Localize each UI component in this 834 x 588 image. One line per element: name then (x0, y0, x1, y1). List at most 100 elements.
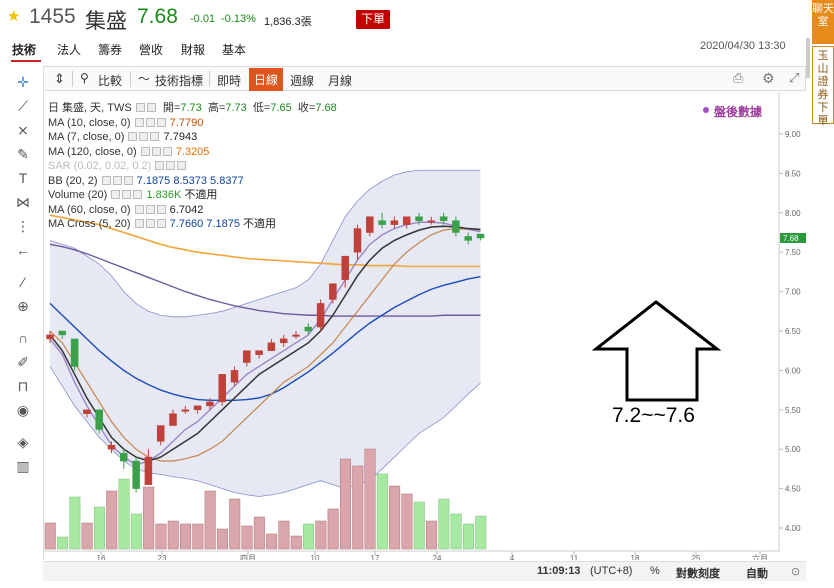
text-tool-icon[interactable]: T (18, 170, 28, 186)
legend-control-icon[interactable] (145, 219, 155, 228)
legend-control-icon[interactable] (150, 132, 160, 141)
legend-control-icon[interactable] (134, 117, 144, 127)
legend-indicator-label[interactable]: MA (120, close, 0) (48, 145, 137, 158)
back-arrow-icon[interactable]: ← (16, 242, 30, 258)
bar-style-icon[interactable]: ⇕ (54, 71, 65, 86)
legend-indicator-value: 8.5373 (170, 174, 207, 187)
time-tick-label: 11 (570, 554, 579, 560)
eye-icon[interactable]: ◉ (16, 402, 30, 418)
legend-control-icon[interactable] (134, 219, 144, 228)
legend-indicator-label[interactable]: MA (60, close, 0) (48, 203, 131, 216)
crosshair-icon[interactable]: ✛ (17, 74, 29, 90)
tab-institutional[interactable]: 法人 (57, 43, 82, 57)
tab-technical[interactable]: 技術 (12, 43, 37, 57)
candle-body (255, 350, 263, 355)
trend-line-icon[interactable]: ⟋ (18, 98, 28, 114)
legend-control-icon[interactable] (155, 161, 165, 170)
layers-icon[interactable]: ◈ (17, 434, 29, 450)
legend-hide-icon[interactable] (146, 103, 156, 112)
weekly-button[interactable]: 週線 (290, 74, 315, 88)
price-tick-label: 6.50 (785, 327, 801, 336)
legend-control-icon[interactable] (139, 132, 149, 141)
scrollbar[interactable] (806, 38, 810, 78)
footer-strip (0, 582, 834, 588)
realtime-button[interactable]: 即時 (217, 74, 242, 88)
legend-indicator-label[interactable]: Volume (20) (48, 189, 108, 201)
chart-area[interactable]: 9.00 8.50 8.00 7.50 7.00 6.50 6.00 5.50 5.00 4.50… (43, 92, 807, 563)
legend-control-icon[interactable] (140, 146, 150, 156)
legend-control-icon[interactable] (122, 190, 132, 199)
legend-indicator-label[interactable]: BB (20, 2) (48, 174, 98, 187)
lock-drawing-icon[interactable]: ✐ (17, 354, 29, 370)
broker-order-tab[interactable]: 玉山證券下單 (812, 46, 834, 127)
camera-icon[interactable]: ⎙ (733, 70, 744, 85)
candle-body (243, 350, 251, 363)
legend-control-icon[interactable] (162, 146, 172, 156)
percent-toggle[interactable]: % (650, 565, 660, 577)
legend-control-icon[interactable] (133, 190, 143, 199)
fullscreen-icon[interactable]: ⤢ (789, 70, 800, 85)
legend-indicator-label[interactable]: SAR (0.02, 0.02, 0.2) (48, 160, 152, 172)
monthly-button[interactable]: 月線 (328, 74, 353, 88)
legend-control-icon[interactable] (145, 204, 155, 214)
legend-control-icon[interactable] (156, 117, 166, 127)
compare-button[interactable]: 比較 (98, 74, 123, 88)
scroll-right-icon[interactable]: ⊙ (791, 566, 801, 578)
tab-financials[interactable]: 財報 (181, 43, 206, 57)
candle-body (439, 216, 448, 221)
compare-icon[interactable]: ⚲ (80, 71, 89, 85)
legend-settings-icon[interactable] (135, 103, 145, 112)
legend-control-icon[interactable] (101, 175, 111, 185)
price-chart[interactable]: 9.00 8.50 8.00 7.50 7.00 6.50 6.00 5.50 5.00 4.50… (44, 92, 807, 563)
order-button[interactable]: 下單 (356, 10, 390, 29)
tab-revenue[interactable]: 營收 (139, 43, 164, 57)
legend-control-icon[interactable] (123, 175, 133, 185)
settings-gear-icon[interactable]: ⚙ (762, 70, 775, 86)
zoom-in-icon[interactable]: ⊕ (17, 298, 29, 314)
candle-body (329, 283, 337, 300)
pattern-icon[interactable]: ⋈ (16, 194, 30, 210)
tab-margin[interactable]: 籌券 (98, 43, 123, 57)
legend-control-icon[interactable] (112, 175, 122, 185)
legend-control-icon[interactable] (151, 146, 161, 156)
candle-body (378, 220, 386, 225)
volume-bar (253, 516, 265, 550)
magnet-icon[interactable]: ∩ (17, 330, 29, 346)
indicators-button[interactable]: 技術指標 (155, 74, 204, 88)
brush-icon[interactable]: ✎ (17, 146, 29, 162)
legend-control-icon[interactable] (156, 219, 166, 228)
candle-body (206, 401, 214, 407)
legend-control-icon[interactable] (177, 161, 187, 170)
legend-indicator-label[interactable]: MA (10, close, 0) (48, 116, 131, 129)
log-scale-toggle[interactable]: 對數刻度 (676, 568, 720, 580)
tab-basic[interactable]: 基本 (222, 43, 247, 57)
clock-timezone[interactable]: (UTC+8) (590, 565, 633, 577)
legend-control-icon[interactable] (156, 204, 166, 214)
legend-row: MA (120, close, 0) 7.3205 (48, 145, 337, 160)
volume-bar (118, 478, 130, 550)
legend-row: MA (60, close, 0) 6.7042 (48, 203, 337, 218)
legend-control-icon[interactable] (128, 132, 138, 141)
volume-bar (57, 536, 69, 550)
legend-control-icon[interactable] (134, 204, 144, 214)
trash-icon[interactable]: ▥ (16, 458, 30, 474)
measure-icon[interactable]: ⋮ (16, 218, 30, 234)
legend-control-icon[interactable] (111, 190, 121, 199)
legend-high-label: 高= (207, 102, 226, 114)
chat-room-tab[interactable]: 聊天室 (812, 0, 834, 44)
fibonacci-icon[interactable]: ⨯ (17, 122, 29, 138)
star-icon[interactable]: ★ (7, 8, 21, 25)
toolbar-divider (209, 71, 210, 87)
legend-indicator-label[interactable]: MA Cross (5, 20) (48, 218, 131, 230)
auto-scale-toggle[interactable]: 自動 (746, 568, 768, 580)
daily-button[interactable]: 日線 (249, 68, 284, 91)
legend-control-icon[interactable] (145, 117, 155, 127)
legend-control-icon[interactable] (166, 161, 176, 170)
ruler-icon[interactable]: ⁄ (21, 274, 25, 290)
lock-icon[interactable]: ⊓ (17, 378, 29, 394)
legend-indicator-rows: MA (10, close, 0) 7.7790 MA (7, close, 0)… (48, 116, 337, 232)
price-tick-label: 9.00 (785, 130, 801, 139)
legend-indicator-label[interactable]: MA (7, close, 0) (48, 131, 125, 143)
post-market-label[interactable]: 盤後數據 (714, 105, 763, 119)
indicator-icon[interactable]: 〜 (138, 72, 151, 86)
